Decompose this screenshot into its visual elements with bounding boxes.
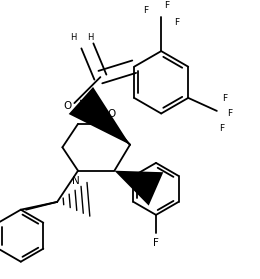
- Text: F: F: [143, 6, 148, 15]
- Text: F: F: [153, 238, 159, 248]
- Text: H: H: [71, 33, 77, 42]
- Text: F: F: [222, 94, 227, 103]
- Polygon shape: [114, 171, 163, 206]
- Text: N: N: [72, 176, 79, 186]
- Text: H: H: [87, 33, 94, 42]
- Text: F: F: [174, 18, 179, 27]
- Text: F: F: [164, 1, 169, 9]
- Text: O: O: [64, 101, 72, 111]
- Text: O: O: [108, 109, 116, 119]
- Text: F: F: [219, 124, 225, 133]
- Text: F: F: [227, 109, 232, 118]
- Polygon shape: [69, 87, 130, 145]
